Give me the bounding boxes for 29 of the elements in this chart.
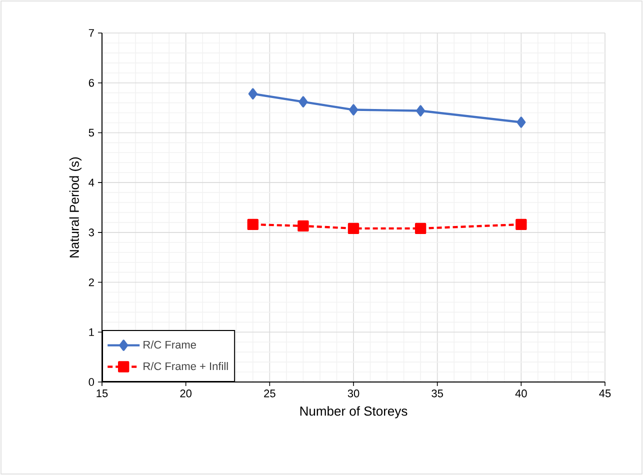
x-tick-label: 15 [96, 390, 108, 398]
y-tick-label: 4 [88, 178, 94, 186]
point [348, 222, 360, 234]
y-tick-label: 3 [88, 228, 94, 236]
point [516, 218, 527, 230]
x-tick-label: 45 [599, 390, 611, 398]
x-tick-label: 40 [515, 390, 527, 398]
y-tick-label: 2 [88, 278, 94, 286]
y-axis-title: Natural Period (s) [69, 157, 82, 258]
y-tick-label: 5 [88, 128, 94, 137]
x-tick-label: 30 [348, 390, 360, 398]
point [414, 222, 426, 234]
point [416, 105, 426, 116]
legend-label: R/C Frame [144, 340, 196, 349]
x-tick-label: 35 [432, 390, 443, 398]
point [247, 218, 259, 230]
y-tick-label: 7 [88, 29, 94, 37]
point [349, 104, 358, 116]
x-tick-label: 20 [180, 390, 192, 398]
x-tick-label: 25 [264, 390, 276, 398]
y-tick-label: 0 [88, 378, 94, 386]
point [298, 220, 309, 232]
point [298, 96, 308, 108]
y-tick-label: 1 [89, 328, 94, 336]
y-tick-label: 6 [88, 78, 94, 87]
legend-label: R/C Frame + Infill [144, 362, 228, 370]
point [248, 88, 258, 100]
x-axis-title: Number of Storeys [300, 406, 408, 418]
point [516, 116, 526, 128]
